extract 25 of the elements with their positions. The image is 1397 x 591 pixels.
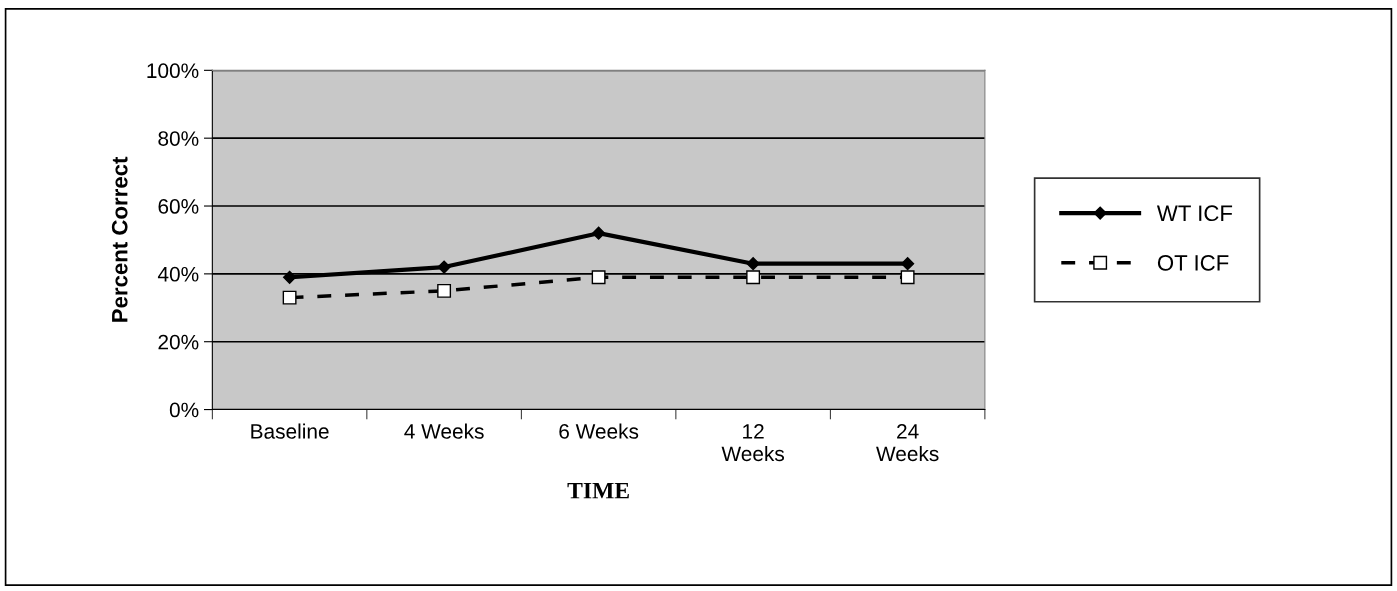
point — [282, 290, 297, 305]
y-tick-label: 80% — [158, 131, 199, 146]
y-tick-label: 0% — [169, 402, 199, 418]
y-tick-label: 60% — [158, 199, 199, 214]
point — [437, 260, 451, 274]
point — [437, 283, 452, 298]
x-tick-label: Baseline — [251, 423, 329, 439]
x-axis-title: TIME — [567, 482, 629, 499]
y-tick-label: 40% — [157, 266, 199, 282]
point — [746, 270, 761, 285]
point — [591, 270, 606, 285]
point — [283, 270, 297, 284]
x-tick-label: 12 Weeks — [721, 424, 785, 462]
y-axis-title: Percent Correct — [111, 156, 128, 322]
legend-label: WT ICF — [1156, 205, 1233, 222]
point — [900, 270, 915, 285]
x-tick-label: 24 Weeks — [876, 424, 939, 462]
y-tick-label: 100% — [147, 63, 199, 79]
point — [901, 257, 915, 271]
point — [746, 257, 760, 271]
x-tick-label: 6 Weeks — [559, 423, 639, 439]
y-tick-label: 20% — [158, 334, 199, 350]
legend-label: OT ICF — [1157, 254, 1229, 271]
x-tick-label: 4 Weeks — [404, 423, 484, 439]
point — [592, 226, 606, 240]
